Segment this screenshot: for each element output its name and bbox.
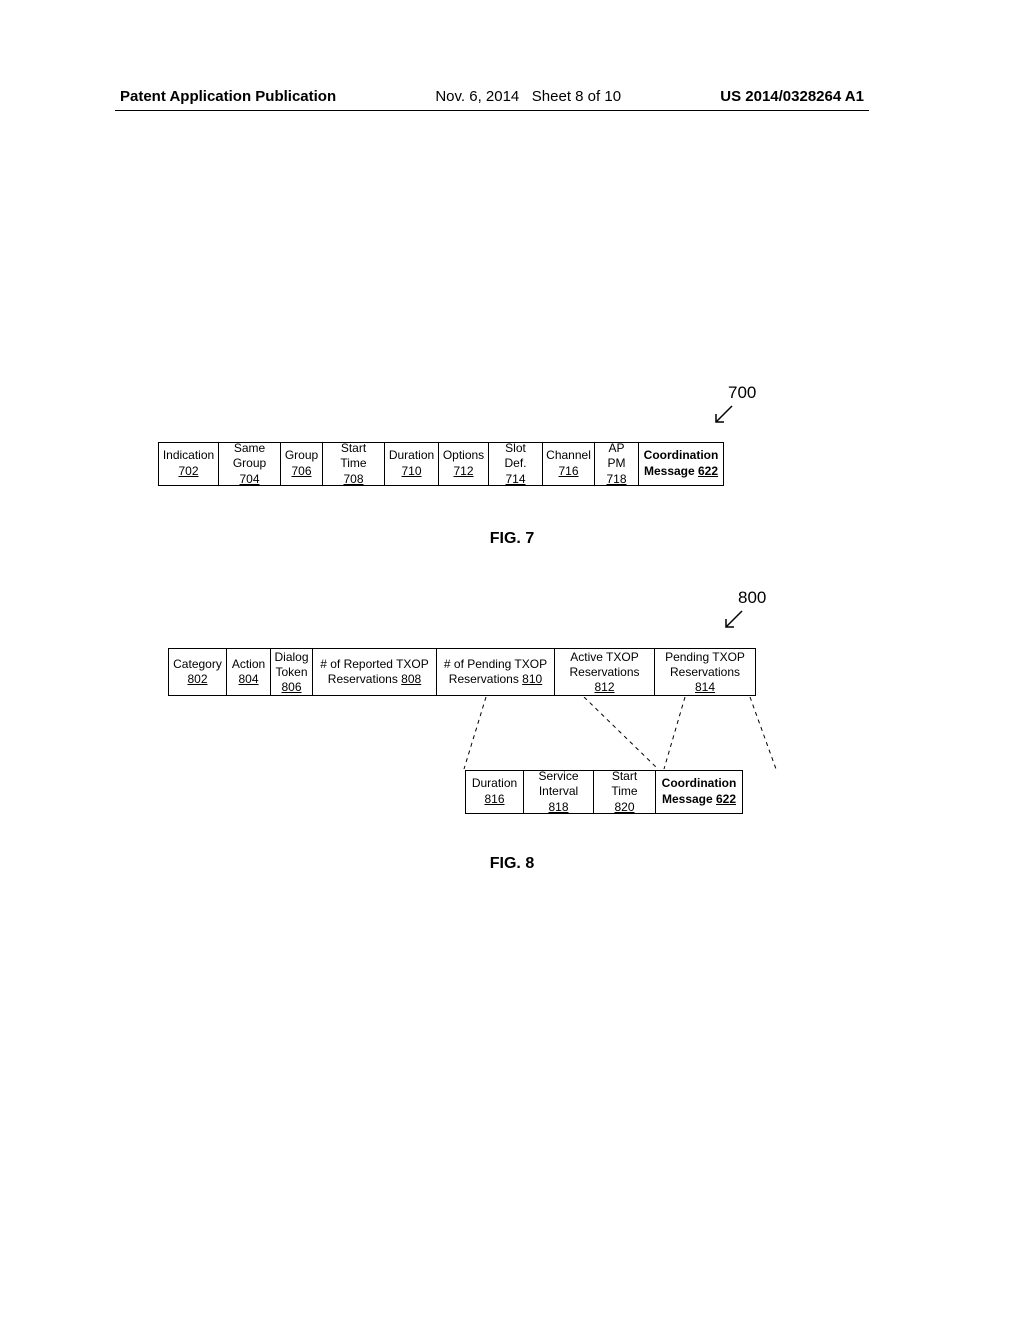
fig7-cell: Start Time708 <box>323 443 385 485</box>
fig8-cell: # of Reported TXOPReservations 808 <box>313 649 437 695</box>
header-center: Nov. 6, 2014 Sheet 8 of 10 <box>435 88 621 105</box>
fig8-detail-cell: Duration816 <box>466 771 524 813</box>
fig7-cell: Slot Def.714 <box>489 443 543 485</box>
fig7-cell: SameGroup 704 <box>219 443 281 485</box>
fig7-cell: AP PM718 <box>595 443 639 485</box>
fig8-detail-cell: CoordinationMessage 622 <box>656 771 742 813</box>
fig8-cell: Category802 <box>169 649 227 695</box>
fig8-table: Category802Action804DialogToken806# of R… <box>168 648 756 696</box>
fig7-cell: Channel716 <box>543 443 595 485</box>
fig8-cell: Action804 <box>227 649 271 695</box>
fig7-cell: Group706 <box>281 443 323 485</box>
fig8-cell: Active TXOPReservations 812 <box>555 649 655 695</box>
fig7-table: Indication702SameGroup 704Group706Start … <box>158 442 724 486</box>
fig7-cell: Options712 <box>439 443 489 485</box>
fig8-cell: DialogToken806 <box>271 649 313 695</box>
fig8-caption: FIG. 8 <box>0 855 1024 873</box>
fig8-expansion-lines <box>460 697 780 769</box>
fig8-cell: # of Pending TXOPReservations 810 <box>437 649 555 695</box>
fig7-cell: CoordinationMessage 622 <box>639 443 723 485</box>
header-left: Patent Application Publication <box>120 88 336 105</box>
fig7-arrow-icon <box>710 400 740 430</box>
page-header: Patent Application Publication Nov. 6, 2… <box>120 88 864 105</box>
fig8-arrow-icon <box>720 605 750 635</box>
header-rule <box>115 110 869 111</box>
fig7-caption: FIG. 7 <box>0 530 1024 548</box>
fig8-detail-table: Duration816ServiceInterval 818Start Time… <box>465 770 743 814</box>
fig7-cell: Duration710 <box>385 443 439 485</box>
header-right: US 2014/0328264 A1 <box>720 88 864 105</box>
fig8-detail-cell: ServiceInterval 818 <box>524 771 594 813</box>
fig7-cell: Indication702 <box>159 443 219 485</box>
fig8-detail-cell: Start Time820 <box>594 771 656 813</box>
fig8-cell: Pending TXOPReservations 814 <box>655 649 755 695</box>
